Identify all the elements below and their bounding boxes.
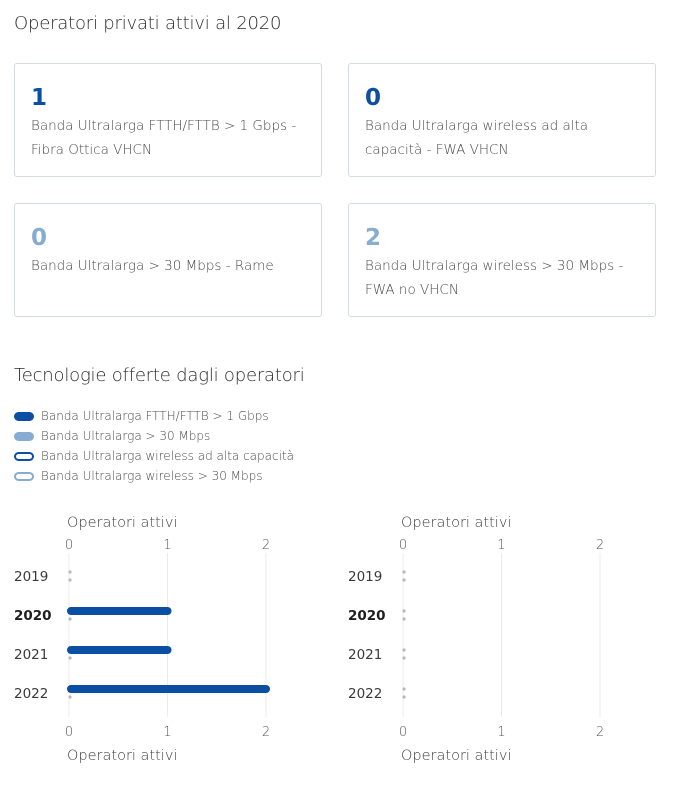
x-tick-label-top: 1: [497, 538, 505, 553]
legend-swatch: [14, 411, 34, 421]
legend-label: Banda Ultralarga wireless > 30 Mbps: [41, 469, 263, 483]
category-label: 2019: [14, 569, 48, 585]
x-tick-label-top: 1: [163, 538, 171, 553]
zero-marker: [402, 656, 406, 660]
x-tick-label-top: 2: [596, 538, 604, 553]
x-tick-label-bottom: 2: [596, 725, 604, 740]
legend-item[interactable]: Banda Ultralarga wireless ad alta capaci…: [14, 446, 294, 466]
x-tick-label-bottom: 1: [497, 725, 505, 740]
category-label: 2021: [348, 647, 382, 663]
zero-marker: [402, 695, 406, 699]
stat-card-ftth: 1 Banda Ultralarga FTTH/FTTB > 1 Gbps - …: [14, 63, 322, 177]
category-label: 2021: [14, 647, 48, 663]
legend-item[interactable]: Banda Ultralarga FTTH/FTTB > 1 Gbps: [14, 406, 294, 426]
category-label: 2022: [348, 686, 382, 702]
x-tick-label-bottom: 0: [399, 725, 407, 740]
legend-item[interactable]: Banda Ultralarga > 30 Mbps: [14, 426, 294, 446]
x-tick-label-top: 0: [65, 538, 73, 553]
zero-marker: [402, 617, 406, 621]
zero-marker: [68, 570, 72, 574]
category-label: 2020: [348, 608, 386, 624]
category-label: 2022: [14, 686, 48, 702]
x-axis-title-top: Operatori attivi: [401, 515, 511, 531]
stat-label: Banda Ultralarga wireless ad alta capaci…: [365, 118, 589, 158]
zero-marker: [68, 578, 72, 582]
legend-label: Banda Ultralarga wireless ad alta capaci…: [41, 449, 294, 463]
category-label: 2019: [348, 569, 382, 585]
x-axis-title-bottom: Operatori attivi: [67, 748, 177, 764]
zero-marker: [68, 617, 72, 621]
x-tick-label-bottom: 2: [262, 725, 270, 740]
zero-marker: [402, 687, 406, 691]
stat-label: Banda Ultralarga > 30 Mbps - Rame: [31, 258, 274, 274]
stat-card-fwa-vhcn: 0 Banda Ultralarga wireless ad alta capa…: [348, 63, 656, 177]
stat-value: 1: [31, 85, 48, 111]
chart-legend: Banda Ultralarga FTTH/FTTB > 1 Gbps Band…: [14, 406, 294, 486]
zero-marker: [402, 578, 406, 582]
legend-swatch: [14, 431, 34, 441]
zero-marker: [402, 648, 406, 652]
x-tick-label-top: 0: [399, 538, 407, 553]
zero-marker: [402, 609, 406, 613]
legend-item[interactable]: Banda Ultralarga wireless > 30 Mbps: [14, 466, 294, 486]
bar-chart-right: Operatori attivi Operatori attivi 0 0 1 1 2 2 20…: [348, 515, 604, 764]
stat-value: 0: [31, 225, 48, 251]
x-tick-label-top: 2: [262, 538, 270, 553]
category-label: 2020: [14, 608, 52, 624]
zero-marker: [68, 656, 72, 660]
stat-label: Banda Ultralarga FTTH/FTTB > 1 Gbps - Fi…: [31, 118, 297, 158]
legend-label: Banda Ultralarga FTTH/FTTB > 1 Gbps: [41, 409, 269, 423]
stat-label: Banda Ultralarga wireless > 30 Mbps - FW…: [365, 258, 624, 298]
x-axis-title-top: Operatori attivi: [67, 515, 177, 531]
x-tick-label-bottom: 1: [163, 725, 171, 740]
stat-value: 0: [365, 85, 382, 111]
stat-value: 2: [365, 225, 382, 251]
x-tick-label-bottom: 0: [65, 725, 73, 740]
legend-swatch: [14, 451, 34, 461]
zero-marker: [68, 695, 72, 699]
section-title-operators: Operatori privati attivi al 2020: [14, 13, 282, 34]
legend-label: Banda Ultralarga > 30 Mbps: [41, 429, 211, 443]
stat-card-fwa-no-vhcn: 2 Banda Ultralarga wireless > 30 Mbps - …: [348, 203, 656, 317]
legend-swatch: [14, 471, 34, 481]
x-axis-title-bottom: Operatori attivi: [401, 748, 511, 764]
section-title-technologies: Tecnologie offerte dagli operatori: [14, 365, 305, 386]
zero-marker: [402, 570, 406, 574]
bar-chart-left: Operatori attivi Operatori attivi 0 0 1 1 2 2 20…: [14, 515, 270, 764]
stat-card-rame: 0 Banda Ultralarga > 30 Mbps - Rame: [14, 203, 322, 317]
